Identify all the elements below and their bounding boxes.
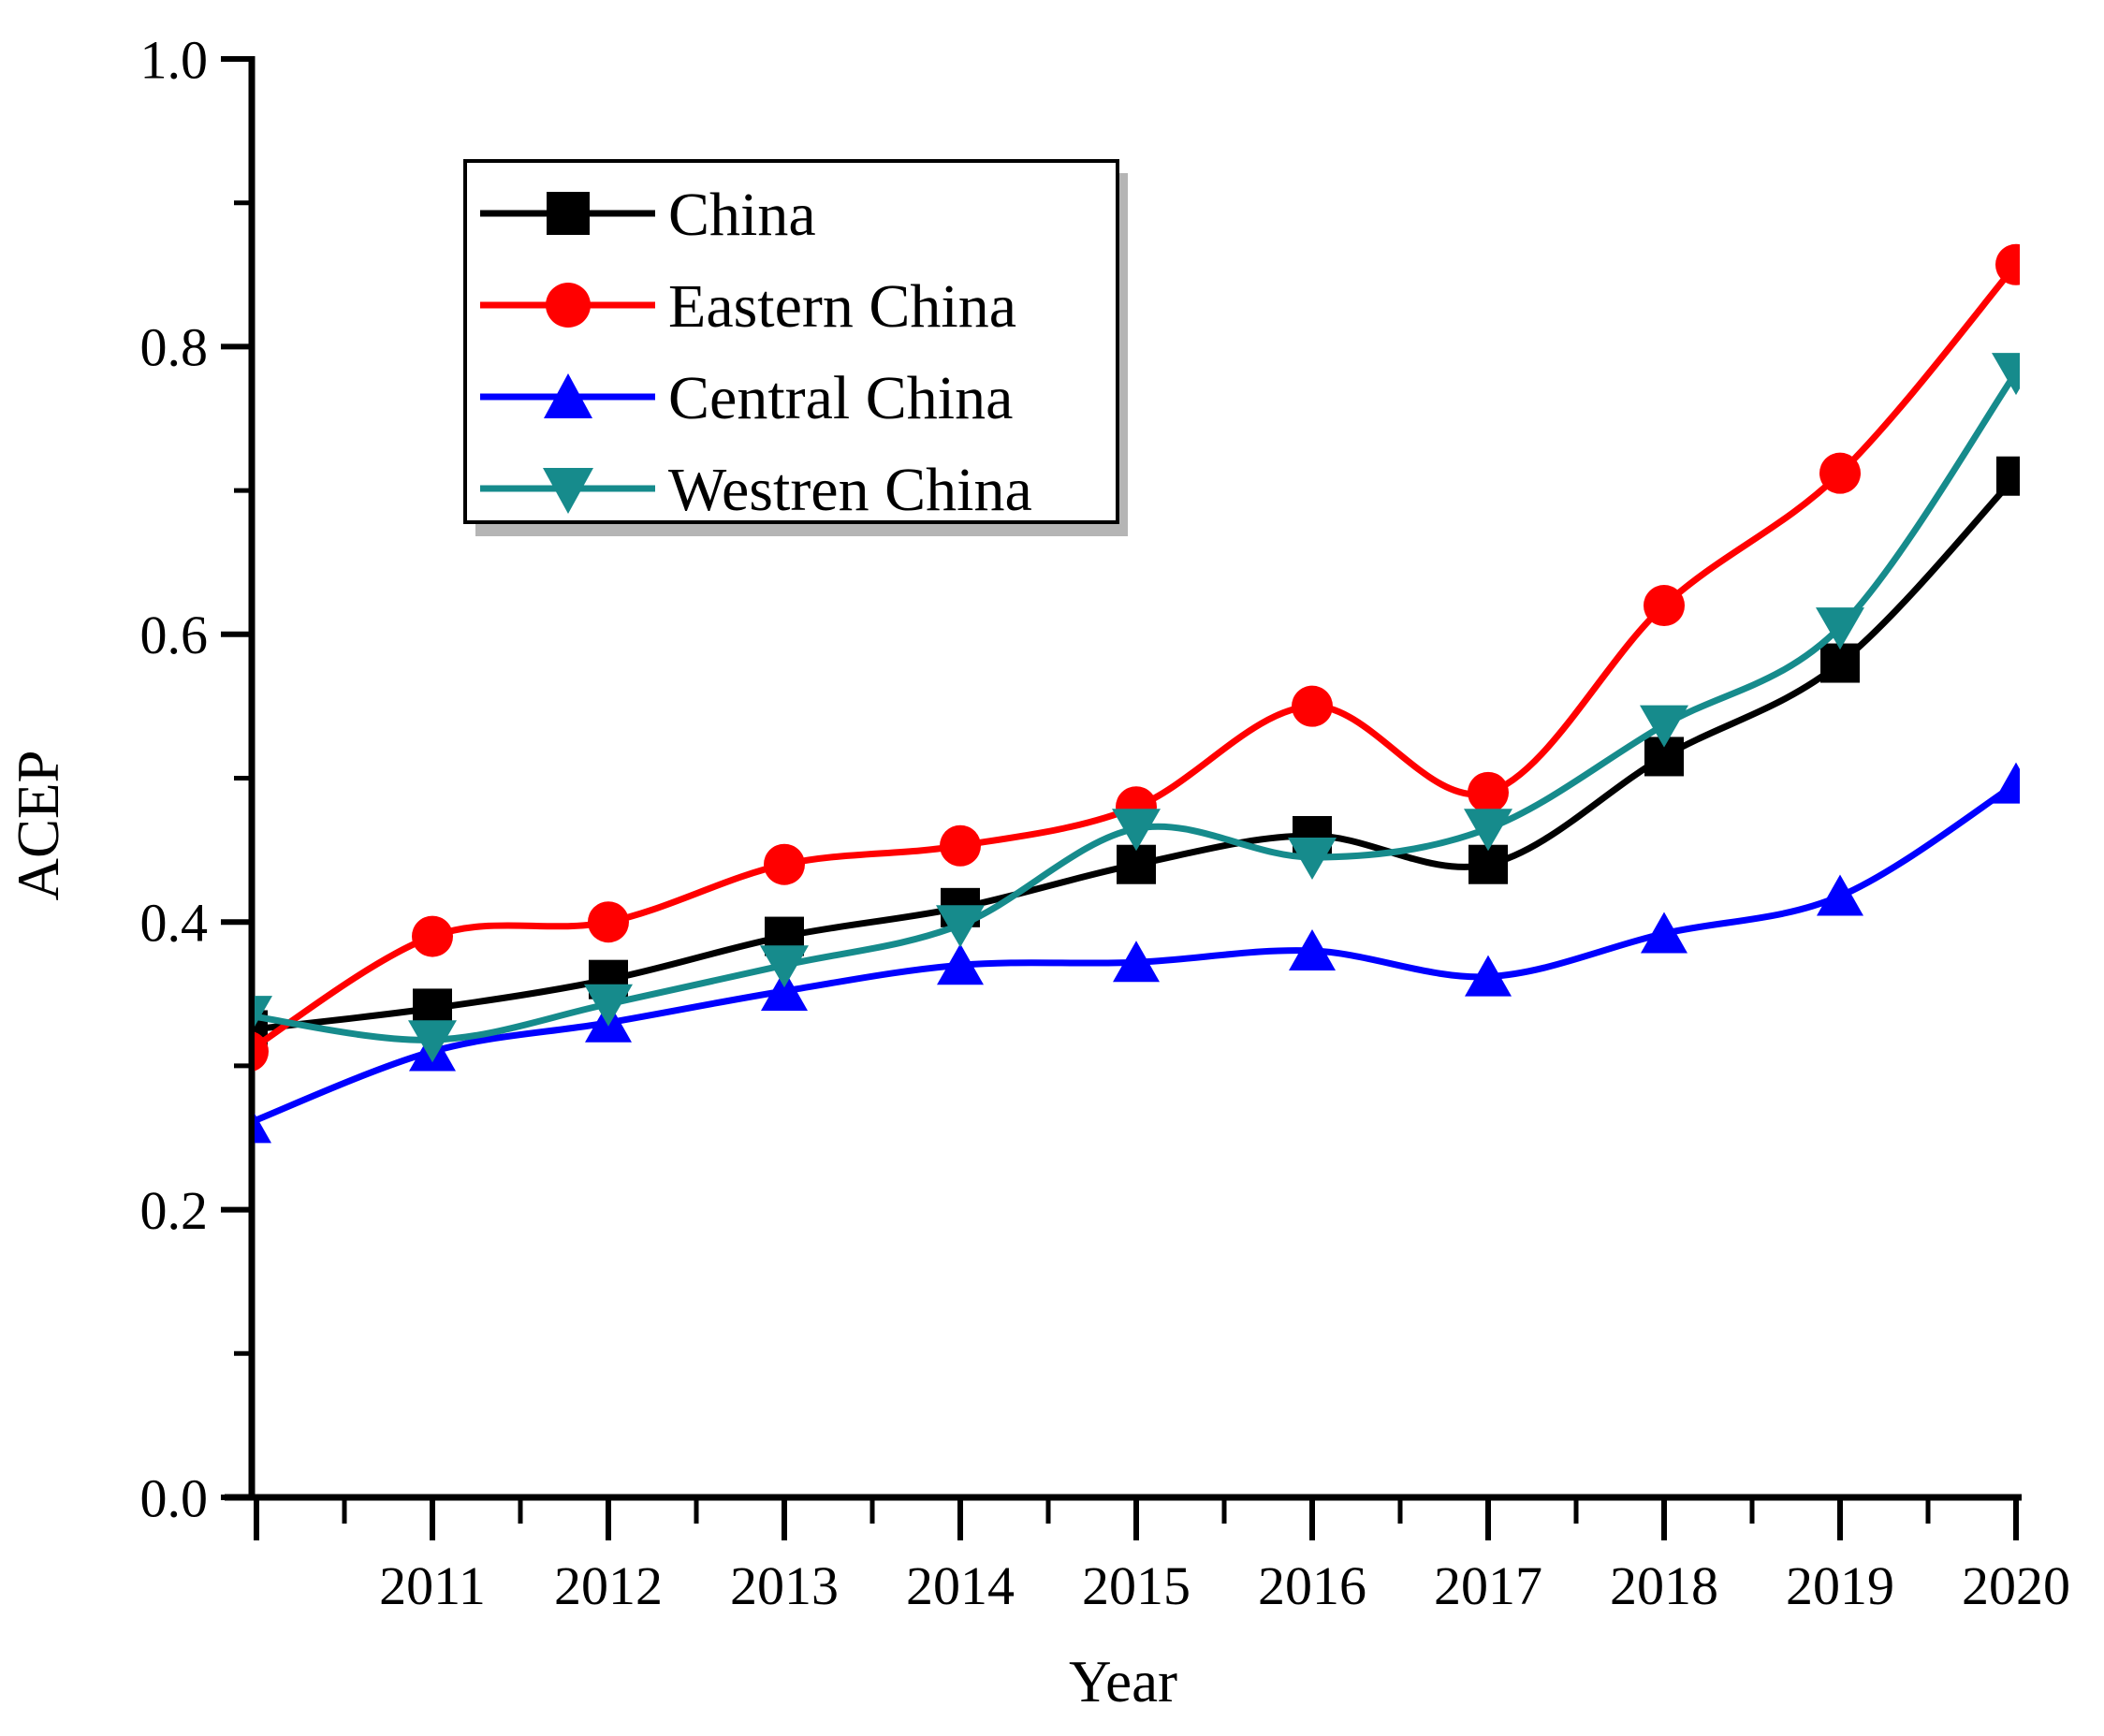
marker-central-china-2015 — [1113, 941, 1160, 983]
series-line-china — [255, 474, 2019, 1033]
marker-westren-china-2010-clipped — [255, 996, 272, 1027]
marker-westren-china-2012 — [584, 984, 633, 1027]
marker-westren-china-2013 — [760, 945, 809, 988]
marker-eastern-china-2017 — [1468, 771, 1509, 813]
marker-eastern-china-2018 — [1644, 585, 1685, 627]
marker-westren-china-2015 — [1112, 809, 1161, 852]
x-tick-label: 2015 — [1082, 1555, 1191, 1616]
plot-area — [255, 243, 2020, 1144]
y-axis-title: ACEP — [6, 750, 71, 900]
y-tick-label: 0.6 — [140, 605, 209, 665]
x-axis-title: Year — [1069, 1649, 1177, 1714]
marker-westren-china-2017 — [1464, 809, 1512, 852]
marker-westren-china-2014 — [936, 905, 985, 948]
y-tick-label: 0.4 — [140, 893, 209, 954]
legend-triangle-down-marker — [543, 468, 593, 514]
marker-central-china-2018 — [1641, 912, 1688, 954]
marker-central-china-2020 — [1993, 762, 2020, 804]
x-tick-label: 2013 — [730, 1555, 839, 1616]
y-tick-label: 0.0 — [140, 1467, 209, 1528]
legend-item-central-china: Central China — [480, 364, 1013, 432]
x-tick-label: 2012 — [554, 1555, 663, 1616]
x-tick-label: 2014 — [906, 1555, 1015, 1616]
x-tick-label: 2011 — [379, 1555, 486, 1616]
marker-central-china-2016 — [1289, 928, 1336, 970]
marker-eastern-china-2019 — [1819, 452, 1861, 494]
legend-item-westren-china: Westren China — [480, 456, 1032, 524]
y-tick-label: 0.2 — [140, 1180, 209, 1241]
marker-eastern-china-2011 — [412, 915, 453, 957]
x-tick-label: 2017 — [1434, 1555, 1542, 1616]
marker-eastern-china-2020 — [1995, 243, 2020, 285]
legend-item-eastern-china: Eastern China — [480, 272, 1016, 341]
marker-eastern-china-2013 — [764, 843, 805, 885]
x-tick-label: 2020 — [1962, 1555, 2070, 1616]
legend-triangle-up-marker — [544, 373, 592, 418]
marker-central-china-2017 — [1465, 955, 1512, 997]
series-line-westren-china — [255, 371, 2019, 1043]
series-line-eastern-china — [255, 262, 2019, 1052]
series-china — [255, 456, 2020, 1050]
legend-label-westren-china: Westren China — [668, 456, 1032, 524]
x-tick-label: 2018 — [1610, 1555, 1718, 1616]
series-eastern-china — [255, 243, 2020, 1072]
marker-china-2019 — [1820, 643, 1860, 683]
legend-square-marker — [547, 192, 590, 235]
legend-item-china: China — [480, 181, 816, 249]
marker-central-china-2013 — [761, 969, 808, 1011]
marker-eastern-china-2010-clipped — [255, 1031, 269, 1072]
legend-circle-marker — [546, 283, 591, 328]
marker-central-china-2019 — [1817, 874, 1863, 916]
marker-eastern-china-2016 — [1292, 685, 1333, 727]
marker-westren-china-2020 — [1992, 353, 2020, 396]
marker-westren-china-2019 — [1816, 607, 1864, 650]
legend: China Eastern China Central China Westre… — [463, 159, 1128, 536]
legend-label-eastern-china: Eastern China — [668, 272, 1016, 341]
legend-label-central-china: Central China — [668, 364, 1013, 432]
legend-label-china: China — [668, 181, 816, 249]
series-westren-china — [255, 353, 2020, 1063]
marker-china-2017 — [1468, 844, 1508, 884]
marker-eastern-china-2012 — [588, 901, 629, 943]
marker-westren-china-2016 — [1288, 838, 1337, 881]
marker-central-china-2014 — [937, 943, 984, 985]
marker-westren-china-2011 — [408, 1020, 457, 1063]
marker-china-2020 — [1996, 456, 2020, 496]
y-tick-label: 0.8 — [140, 317, 209, 378]
marker-eastern-china-2014 — [940, 824, 981, 867]
marker-china-2015 — [1117, 844, 1156, 884]
x-tick-label: 2016 — [1258, 1555, 1366, 1616]
y-tick-label: 1.0 — [140, 29, 209, 90]
marker-central-china-2010-clipped — [255, 1113, 271, 1144]
x-tick-label: 2019 — [1786, 1555, 1894, 1616]
marker-westren-china-2018 — [1640, 705, 1688, 748]
